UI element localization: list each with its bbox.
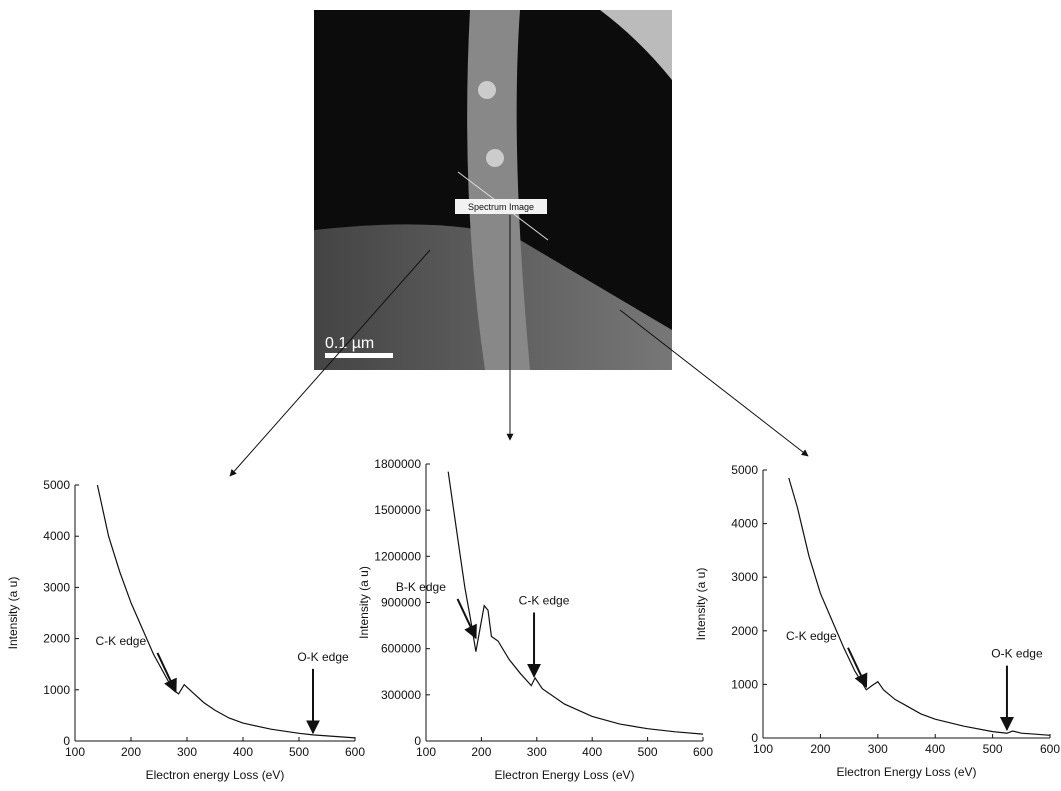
x-tick-label: 500 [289,745,309,759]
x-tick-label: 200 [121,745,141,759]
annotation-label: B-K edge [396,580,446,594]
x-axis-label: Electron Energy Loss (eV) [836,765,976,779]
spectrum-line [448,472,703,734]
annotation-label: O-K edge [297,650,349,664]
annotation-label: O-K edge [991,647,1043,661]
annotation-arrow [848,648,866,687]
micrograph: Spectrum Image 0.1 µm [314,10,672,370]
x-tick-label: 300 [868,742,888,756]
y-axis-label: Intensity (a u) [6,577,20,650]
figure: Spectrum Image 0.1 µm 100200300400500600… [0,0,1061,791]
scale-bar-label: 0.1 µm [325,335,374,352]
y-tick-label: 0 [751,731,758,745]
x-tick-label: 200 [471,745,491,759]
y-tick-label: 5000 [43,478,70,492]
y-tick-label: 1800000 [374,457,421,471]
y-tick-label: 2000 [43,632,70,646]
spectrum-line [97,485,355,738]
x-tick-label: 400 [582,745,602,759]
x-tick-label: 300 [177,745,197,759]
x-tick-label: 500 [983,742,1003,756]
y-tick-label: 0 [414,734,421,748]
y-tick-label: 0 [63,734,70,748]
y-tick-label: 2000 [731,624,758,638]
spectrum-line [789,478,1050,735]
y-tick-label: 3000 [43,580,70,594]
annotation-label: C-K edge [95,634,146,648]
y-tick-label: 1000 [731,677,758,691]
y-tick-label: 5000 [731,463,758,477]
y-tick-label: 3000 [731,570,758,584]
x-tick-label: 300 [527,745,547,759]
y-tick-label: 900000 [381,596,421,610]
y-axis-label: Intensity (a u) [694,568,708,641]
y-tick-label: 300000 [381,688,421,702]
x-tick-label: 500 [638,745,658,759]
annotation-label: C-K edge [519,593,570,607]
annotation-label: C-K edge [786,629,837,643]
y-tick-label: 4000 [43,529,70,543]
x-tick-label: 400 [233,745,253,759]
y-axis-label: Intensity (a u) [357,566,371,639]
image-label: Spectrum Image [468,202,534,212]
x-tick-label: 200 [810,742,830,756]
x-tick-label: 400 [925,742,945,756]
annotation-arrow [458,599,476,638]
x-axis-label: Electron energy Loss (eV) [146,768,285,782]
x-tick-label: 600 [693,745,713,759]
x-axis-label: Electron Energy Loss (eV) [494,768,634,782]
annotation-arrow [157,653,175,692]
y-tick-label: 1200000 [374,549,421,563]
x-tick-label: 600 [1040,742,1060,756]
y-tick-label: 1000 [43,683,70,697]
x-tick-label: 600 [345,745,365,759]
y-tick-label: 1500000 [374,503,421,517]
y-tick-label: 600000 [381,642,421,656]
y-tick-label: 4000 [731,517,758,531]
